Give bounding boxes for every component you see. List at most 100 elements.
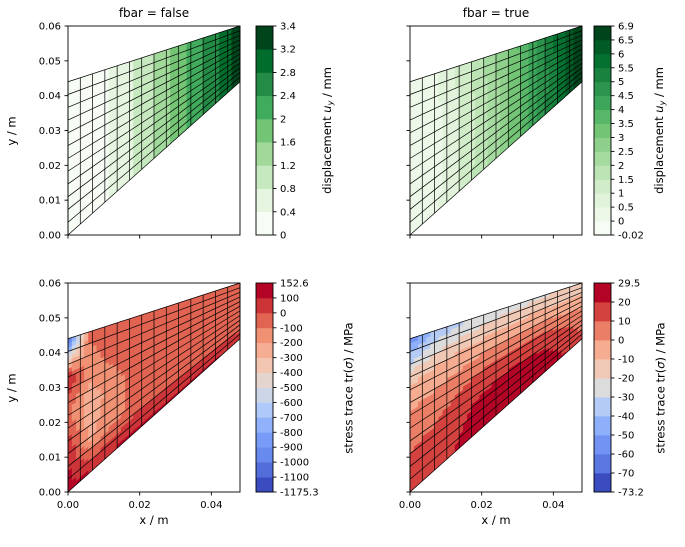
colorbar-tick-label: -73.2 xyxy=(618,488,644,499)
colorbar-tick-label: 3 xyxy=(618,133,624,144)
y-tick-label: 0.02 xyxy=(39,161,61,172)
cbar-label-var: u xyxy=(651,105,666,113)
cbar-label-prefix: displacement xyxy=(651,112,666,194)
subplot-stress-fbar-true: 0.00 0.02 0.04 -73.2 -70 -60 -50 -40 -30 -20 -10 0 1… xyxy=(399,279,644,512)
colorbar-tick-label: -0.02 xyxy=(618,231,644,242)
colorbar-tick-label: 0.4 xyxy=(280,207,296,218)
x-axis-label-right: x / m xyxy=(410,512,582,528)
colorbar-tick-label: -40 xyxy=(618,412,634,423)
colorbar-label-stress-true: stress trace tr(σ) / MPa xyxy=(652,283,670,492)
x-tick-label: 0.00 xyxy=(57,500,79,511)
y-axis-ticks: 0.00 0.01 0.02 0.03 0.04 0.05 0.06 xyxy=(39,22,68,242)
colorbar-tick-label: 0 xyxy=(618,217,624,228)
x-axis-ticks: 0.00 0.02 0.04 xyxy=(399,492,564,511)
colorbar: -1175.3-1100-1000-900-800-700-600-500-40… xyxy=(255,279,319,499)
colorbar-tick-label: -30 xyxy=(618,393,634,404)
colorbar-label-displacement-true: displacement uy / mm xyxy=(650,26,668,235)
cbar-label-sigma: σ xyxy=(654,361,668,369)
cbar-label-prefix: displacement xyxy=(319,112,334,194)
colorbar-frame xyxy=(593,25,612,236)
colorbar-tick-label: -300 xyxy=(280,353,303,364)
colorbar-tick-label: -700 xyxy=(280,413,303,424)
colorbar-tick-label: -1100 xyxy=(280,473,309,484)
y-tick-label: 0.04 xyxy=(39,348,61,359)
colorbar-frame xyxy=(593,282,612,493)
colorbar-tick-label: 152.6 xyxy=(280,279,309,290)
cbar-label-suffix: ) / MPa xyxy=(342,321,356,361)
x-axis-label-text: x / m xyxy=(139,513,169,527)
x-axis-ticks xyxy=(67,235,212,239)
mesh-edges xyxy=(409,282,583,493)
colorbar: -73.2 -70 -60 -50 -40 -30 -20 -10 0 10 20 29.5 xyxy=(593,279,644,499)
colorbar-tick-label: 29.5 xyxy=(618,279,640,290)
y-tick-label: 0.03 xyxy=(39,126,61,137)
colorbar-tick-label: -50 xyxy=(618,431,634,442)
y-axis-ticks xyxy=(406,282,410,493)
colorbar-tick-label: 6 xyxy=(618,49,624,60)
colorbar-tick-label: -600 xyxy=(280,398,303,409)
cbar-label-subscript: y xyxy=(325,100,335,106)
y-axis-ticks: 0.00 0.01 0.02 0.03 0.04 0.05 0.06 xyxy=(39,279,68,499)
subplot-displacement-fbar-false: 0.00 0.01 0.02 0.03 0.04 0.05 0.06 0 0.4 0.8 1.2 1.… xyxy=(39,22,296,242)
y-tick-label: 0.01 xyxy=(39,196,61,207)
colorbar-tick-label: 3.4 xyxy=(280,22,296,33)
y-tick-label: 0.00 xyxy=(39,488,61,499)
contour-fill xyxy=(67,25,241,236)
subplot-stress-fbar-false: 0.00 0.02 0.04 0.00 0.01 0.02 0.03 0.04 0.05 0.06… xyxy=(39,279,319,512)
x-tick-label: 0.00 xyxy=(399,500,421,511)
y-axis-ticks xyxy=(406,25,410,236)
colorbar-label-stress-false: stress trace tr(σ) / MPa xyxy=(340,283,358,492)
y-tick-label: 0.06 xyxy=(39,279,61,290)
colorbar-tick-label: -1000 xyxy=(280,458,309,469)
x-axis-ticks xyxy=(409,235,554,239)
colorbar-tick-label: -200 xyxy=(280,338,303,349)
colorbar-tick-label: 2.5 xyxy=(618,147,634,158)
colorbar-tick-label: 2.4 xyxy=(280,91,296,102)
subplot-displacement-fbar-true: -0.02 0 0.5 1 1.5 2 2.5 3 3.5 4 4.5 5 5.5 6 6.5 6.9 xyxy=(406,22,644,242)
colorbar-tick-label: 1.2 xyxy=(280,161,296,172)
subplot-title-fbar-true: fbar = true xyxy=(462,6,530,20)
colorbar-tick-label: 0 xyxy=(280,231,286,242)
colorbar: -0.02 0 0.5 1 1.5 2 2.5 3 3.5 4 4.5 5 5.5 6 6.5 6.9 xyxy=(593,22,644,242)
colorbar-tick-label: 0 xyxy=(280,308,286,319)
x-tick-label: 0.02 xyxy=(129,500,151,511)
y-axis-label-top: y / m xyxy=(4,26,20,235)
colorbar-tick-label: 100 xyxy=(280,293,299,304)
colorbar-tick-label: -400 xyxy=(280,368,303,379)
y-tick-label: 0.00 xyxy=(39,231,61,242)
colorbar-tick-label: 1 xyxy=(618,189,624,200)
colorbar-tick-label: 5 xyxy=(618,77,624,88)
colorbar-tick-label: -1175.3 xyxy=(280,488,319,499)
subplot-title-fbar-false: fbar = false xyxy=(118,6,190,20)
cbar-label-subscript: y xyxy=(657,100,667,106)
colorbar-tick-label: -500 xyxy=(280,383,303,394)
y-axis-label-text: y / m xyxy=(5,372,20,403)
x-tick-label: 0.02 xyxy=(471,500,493,511)
colorbar-tick-label: -100 xyxy=(280,323,303,334)
cbar-label-prefix: stress trace tr( xyxy=(654,368,668,454)
x-axis-label-text: x / m xyxy=(481,513,511,527)
colorbar-tick-label: 6.5 xyxy=(618,35,634,46)
y-tick-label: 0.05 xyxy=(39,313,61,324)
colorbar-tick-label: -60 xyxy=(618,450,634,461)
colorbar-tick-label: 0.8 xyxy=(280,184,296,195)
colorbar-tick-label: 1.6 xyxy=(280,138,296,149)
colorbar-tick-label: -900 xyxy=(280,443,303,454)
colorbar-tick-label: 3.5 xyxy=(618,119,634,130)
y-tick-label: 0.02 xyxy=(39,418,61,429)
y-axis-label-bottom: y / m xyxy=(4,283,20,492)
y-axis-label-text: y / m xyxy=(5,115,20,146)
y-tick-label: 0.01 xyxy=(39,453,61,464)
colorbar-tick-label: 20 xyxy=(618,298,631,309)
colorbar-tick-label: 4 xyxy=(618,105,624,116)
cbar-label-suffix: ) / MPa xyxy=(654,321,668,361)
colorbar-tick-label: -800 xyxy=(280,428,303,439)
x-tick-label: 0.04 xyxy=(542,500,564,511)
y-tick-label: 0.03 xyxy=(39,383,61,394)
colorbar: 0 0.4 0.8 1.2 1.6 2 2.4 2.8 3.2 3.4 xyxy=(255,22,296,242)
x-tick-label: 0.04 xyxy=(200,500,222,511)
colorbar-tick-label: 4.5 xyxy=(618,91,634,102)
y-tick-label: 0.04 xyxy=(39,91,61,102)
